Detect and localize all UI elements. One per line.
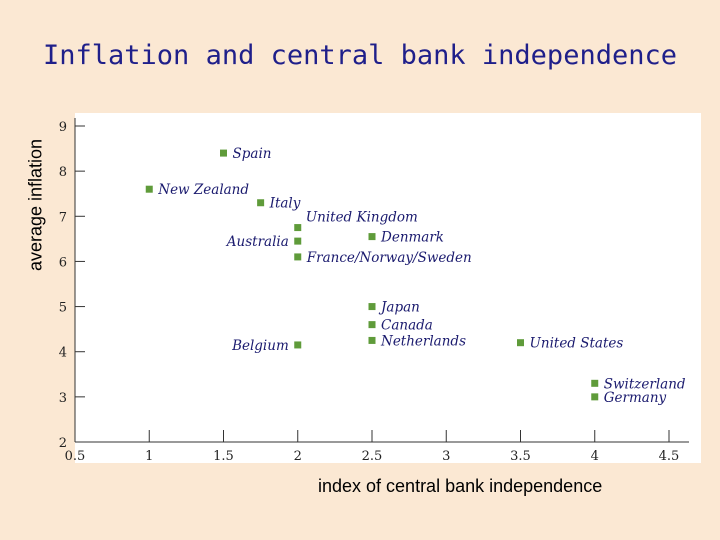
plot-area — [75, 113, 701, 463]
point-marker — [368, 321, 376, 329]
data-point: United States — [517, 336, 623, 352]
point-marker — [294, 253, 302, 261]
data-point: Canada — [368, 318, 433, 334]
data-point: France/Norway/Sweden — [294, 250, 472, 266]
y-tick-label: 6 — [59, 255, 67, 270]
data-point: Spain — [220, 146, 271, 162]
point-marker — [368, 336, 376, 344]
point-label: United Kingdom — [306, 210, 418, 226]
x-tick-label: 1 — [145, 449, 153, 464]
point-label: Spain — [233, 146, 272, 162]
x-tick-label: 2 — [294, 449, 302, 464]
y-tick-label: 7 — [59, 210, 67, 225]
data-point: Australia — [225, 234, 302, 250]
point-marker — [294, 237, 302, 245]
point-marker — [368, 303, 376, 311]
data-point: Belgium — [231, 338, 302, 354]
data-point: Netherlands — [368, 333, 466, 349]
y-tick-label: 2 — [59, 436, 67, 451]
y-tick-label: 3 — [59, 391, 67, 406]
point-label: Japan — [378, 300, 420, 316]
data-point: Denmark — [368, 230, 444, 246]
point-marker — [294, 341, 302, 349]
y-tick-label: 5 — [59, 301, 67, 316]
data-point: Japan — [368, 300, 420, 316]
x-tick-label: 4.5 — [659, 449, 680, 464]
data-point: New Zealand — [145, 182, 249, 198]
point-marker — [517, 339, 524, 347]
x-tick-label: 1.5 — [213, 449, 234, 464]
point-label: Switzerland — [604, 376, 686, 392]
y-tick-label: 4 — [59, 346, 67, 361]
point-label: Australia — [225, 234, 289, 250]
x-tick-label: 2.5 — [362, 449, 383, 464]
y-tick-label: 9 — [59, 120, 67, 135]
point-marker — [368, 233, 376, 241]
point-label: Denmark — [380, 230, 444, 246]
point-label: Belgium — [231, 338, 289, 354]
y-tick-label: 8 — [59, 165, 67, 180]
chart-title: Inflation and central bank independence — [43, 40, 677, 71]
point-marker — [145, 185, 153, 193]
data-point: Italy — [257, 196, 301, 212]
point-label: Canada — [381, 318, 433, 334]
x-tick-label: 4 — [591, 449, 599, 464]
point-label: Germany — [604, 390, 667, 406]
point-label: New Zealand — [157, 182, 249, 198]
data-point: Switzerland — [591, 376, 686, 392]
point-label: United States — [530, 336, 624, 352]
x-tick-label: 0.5 — [65, 449, 86, 464]
x-tick-label: 3.5 — [510, 449, 531, 464]
point-label: France/Norway/Sweden — [306, 250, 472, 266]
data-points: Spain New Zealand Italy United Kingdom Austr… — [145, 146, 686, 406]
data-point: United Kingdom — [294, 210, 418, 232]
point-label: Netherlands — [380, 333, 466, 349]
point-label: Italy — [269, 196, 301, 212]
point-marker — [220, 149, 227, 157]
data-point: Germany — [591, 390, 667, 406]
axes: 0.5 1 1.5 2 2.5 3 3.5 4 4.5 2 3 4 5 6 7 8 9 — [59, 118, 689, 464]
point-marker — [591, 379, 599, 387]
x-tick-label: 3 — [442, 449, 450, 464]
point-marker — [591, 393, 599, 401]
x-axis-label: index of central bank independence — [318, 476, 603, 496]
point-marker — [257, 199, 265, 207]
point-marker — [294, 224, 302, 232]
